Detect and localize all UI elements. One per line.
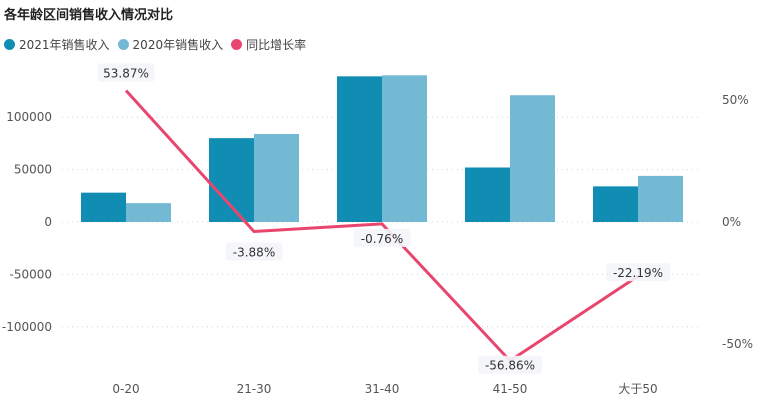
y-tick-label: -100000 — [2, 320, 52, 334]
bar-2021 — [337, 76, 382, 222]
data-label: -56.86% — [485, 359, 535, 373]
legend-label-growth: 同比增长率 — [246, 38, 307, 52]
bar-2020 — [510, 95, 555, 222]
y-tick-label: -50000 — [9, 267, 52, 281]
y2-tick-label: 50% — [722, 93, 749, 107]
legend-label-2020: 2020年销售收入 — [132, 38, 224, 52]
bar-2021 — [593, 186, 638, 222]
legend-swatch-growth — [231, 39, 243, 50]
y-tick-label: 100000 — [6, 110, 52, 124]
y-tick-label: 50000 — [14, 163, 52, 177]
data-label-bg — [225, 242, 283, 261]
x-tick-label: 0-20 — [112, 382, 139, 396]
y2-tick-label: -50% — [722, 337, 753, 351]
bar-2020 — [382, 75, 427, 222]
legend-swatch-2020 — [117, 39, 129, 50]
legend-item-2020[interactable]: 2020年销售收入 — [117, 36, 224, 53]
data-label: -3.88% — [233, 245, 275, 259]
legend-label-2021: 2021年销售收入 — [19, 38, 110, 52]
bar-2020 — [254, 133, 299, 222]
growth-line — [124, 89, 639, 363]
legend-swatch-2021 — [4, 39, 15, 50]
data-label-bg — [478, 355, 542, 374]
chart-title: 各年龄区间销售收入情况对比 — [4, 8, 174, 23]
data-label: 53.87% — [103, 67, 149, 81]
y2-tick-label: 0% — [722, 215, 741, 229]
legend-item-2021[interactable]: 2021年销售收入 — [4, 36, 110, 53]
data-label-bg — [97, 63, 155, 82]
data-label: -22.19% — [613, 266, 663, 280]
x-tick-label: 31-40 — [365, 382, 400, 396]
legend-item-growth[interactable]: 同比增长率 — [231, 36, 306, 53]
y-tick-label: 0 — [44, 215, 52, 229]
x-tick-label: 41-50 — [493, 382, 528, 396]
bar-2020 — [638, 175, 683, 222]
data-label-bg — [353, 228, 411, 247]
data-label: -0.76% — [361, 232, 403, 246]
x-tick-label: 21-30 — [237, 382, 272, 396]
legend: 2021年销售收入 2020年销售收入 同比增长率 — [4, 36, 314, 53]
bar-2020 — [126, 203, 171, 222]
bar-2021 — [465, 167, 510, 222]
x-tick-label: 大于50 — [618, 382, 657, 396]
bar-2021 — [81, 192, 126, 222]
bar-2021 — [209, 138, 254, 222]
data-label-bg — [606, 263, 670, 282]
